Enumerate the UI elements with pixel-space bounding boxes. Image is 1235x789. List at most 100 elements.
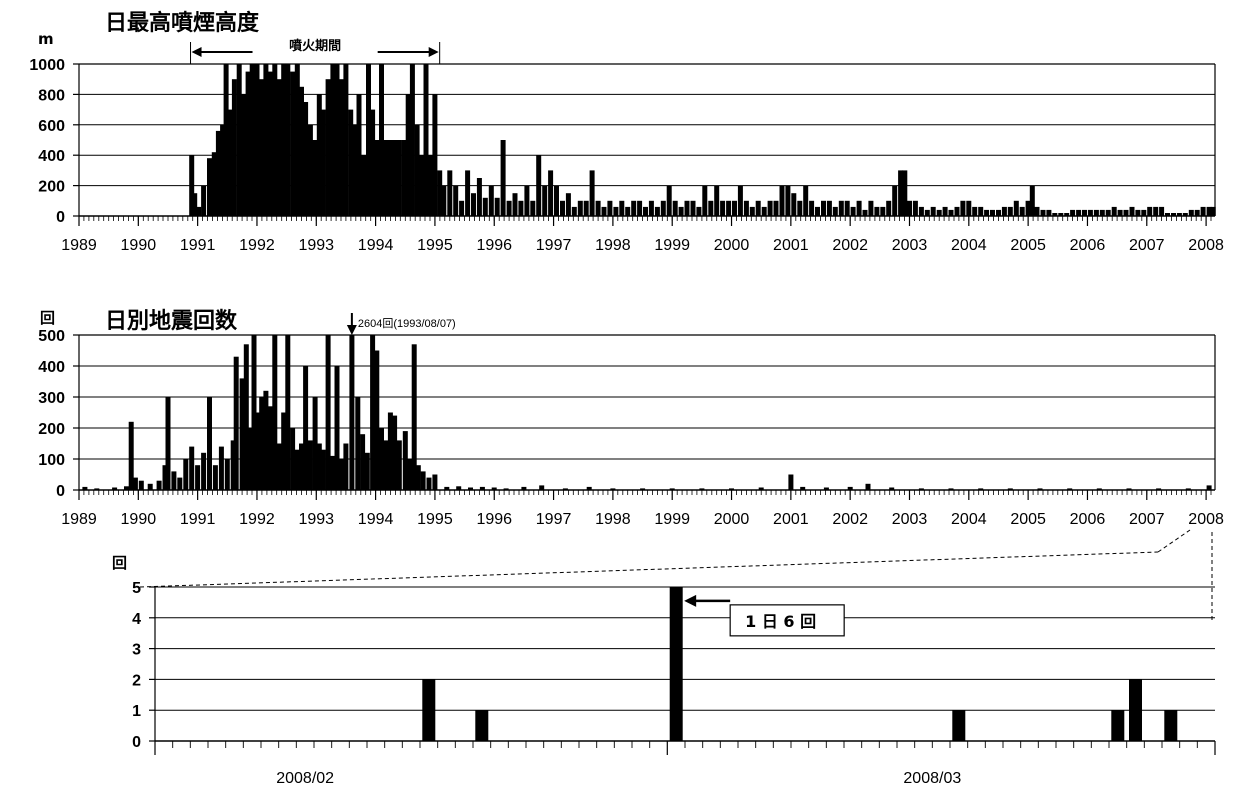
bar [610, 488, 616, 490]
bar [281, 412, 287, 490]
bar [441, 185, 447, 216]
y-tick-label: 500 [38, 328, 65, 345]
recent-y-tick-labels: 0 1 2 3 4 5 [132, 580, 141, 751]
six-per-day-callout: 1 日 6 回 [684, 594, 845, 637]
bar [263, 390, 269, 490]
bar [1147, 206, 1153, 216]
y-tick-label: 3 [132, 642, 141, 659]
plume-chart-ylabel: m [38, 30, 54, 48]
bar [285, 335, 291, 490]
bar [201, 185, 207, 216]
bar [147, 483, 153, 490]
bar [506, 200, 512, 216]
bar [536, 155, 542, 216]
bar [788, 474, 794, 490]
bar [1141, 209, 1147, 216]
bar [954, 206, 960, 216]
bar [518, 200, 524, 216]
bar [918, 206, 924, 216]
bar [303, 102, 309, 216]
bar [1046, 209, 1052, 216]
bar [803, 185, 809, 216]
bar [702, 185, 708, 216]
bar [263, 64, 269, 216]
y-tick-label: 400 [38, 359, 65, 376]
quake-chart-ylabel: 回 [40, 309, 55, 327]
bar [699, 488, 705, 490]
bar [196, 206, 202, 216]
bar [414, 124, 420, 216]
bar [1007, 206, 1013, 216]
recent-bars [422, 587, 1178, 741]
bar [267, 71, 273, 216]
bar [320, 109, 326, 216]
bar [1206, 485, 1212, 490]
bar [1096, 488, 1102, 490]
bar [1159, 206, 1165, 216]
bar [476, 178, 482, 216]
bar [211, 152, 217, 216]
bar [162, 465, 168, 490]
bar [815, 206, 820, 216]
y-tick-label: 200 [38, 421, 65, 438]
bar [1117, 209, 1123, 216]
bar [1067, 488, 1073, 490]
bar [907, 200, 912, 216]
bar [868, 200, 874, 216]
bar [387, 140, 393, 216]
bar [303, 366, 309, 490]
bar [343, 443, 349, 490]
bar [1105, 209, 1111, 216]
bar [978, 206, 984, 216]
recent-chart-ylabel: 回 [112, 554, 127, 572]
bar [823, 487, 829, 490]
bar [972, 206, 978, 216]
bar [577, 200, 583, 216]
bar [660, 200, 666, 216]
bar [401, 140, 407, 216]
bar [259, 79, 265, 216]
x-tick-label: 1999 [654, 237, 690, 254]
bar [488, 185, 494, 216]
bar [465, 170, 471, 216]
bar [1087, 209, 1093, 216]
x-tick-label: 1995 [417, 511, 453, 528]
x-tick-label: 2006 [1070, 511, 1106, 528]
bar [595, 200, 601, 216]
bar [892, 185, 898, 216]
bar [1129, 679, 1142, 741]
x-tick-label: 1991 [180, 511, 216, 528]
bar [207, 397, 212, 490]
bar [1037, 488, 1043, 490]
bar [1076, 209, 1082, 216]
bar [832, 206, 838, 216]
bar [230, 440, 236, 490]
x-tick-label: 2002 [832, 511, 868, 528]
bar [334, 366, 340, 490]
bar [411, 344, 417, 490]
bar [637, 200, 643, 216]
bar [387, 412, 393, 490]
quake-axes [73, 334, 1216, 500]
bar [996, 209, 1001, 216]
bar [503, 488, 509, 490]
bar [1082, 209, 1087, 216]
bar [432, 474, 438, 490]
bar [491, 487, 497, 490]
bar [1040, 209, 1046, 216]
bar [500, 140, 506, 216]
bar [183, 459, 189, 490]
bar [880, 206, 886, 216]
bar [631, 200, 637, 216]
bar [374, 350, 380, 490]
x-tick-label: 1998 [595, 237, 631, 254]
bar [215, 130, 221, 216]
x-tick-label: 2002 [832, 237, 868, 254]
bar [423, 64, 429, 216]
bar [360, 434, 366, 490]
bar [220, 124, 226, 216]
bar [761, 206, 767, 216]
bar [277, 79, 282, 216]
bar [171, 471, 177, 490]
bar [984, 209, 990, 216]
